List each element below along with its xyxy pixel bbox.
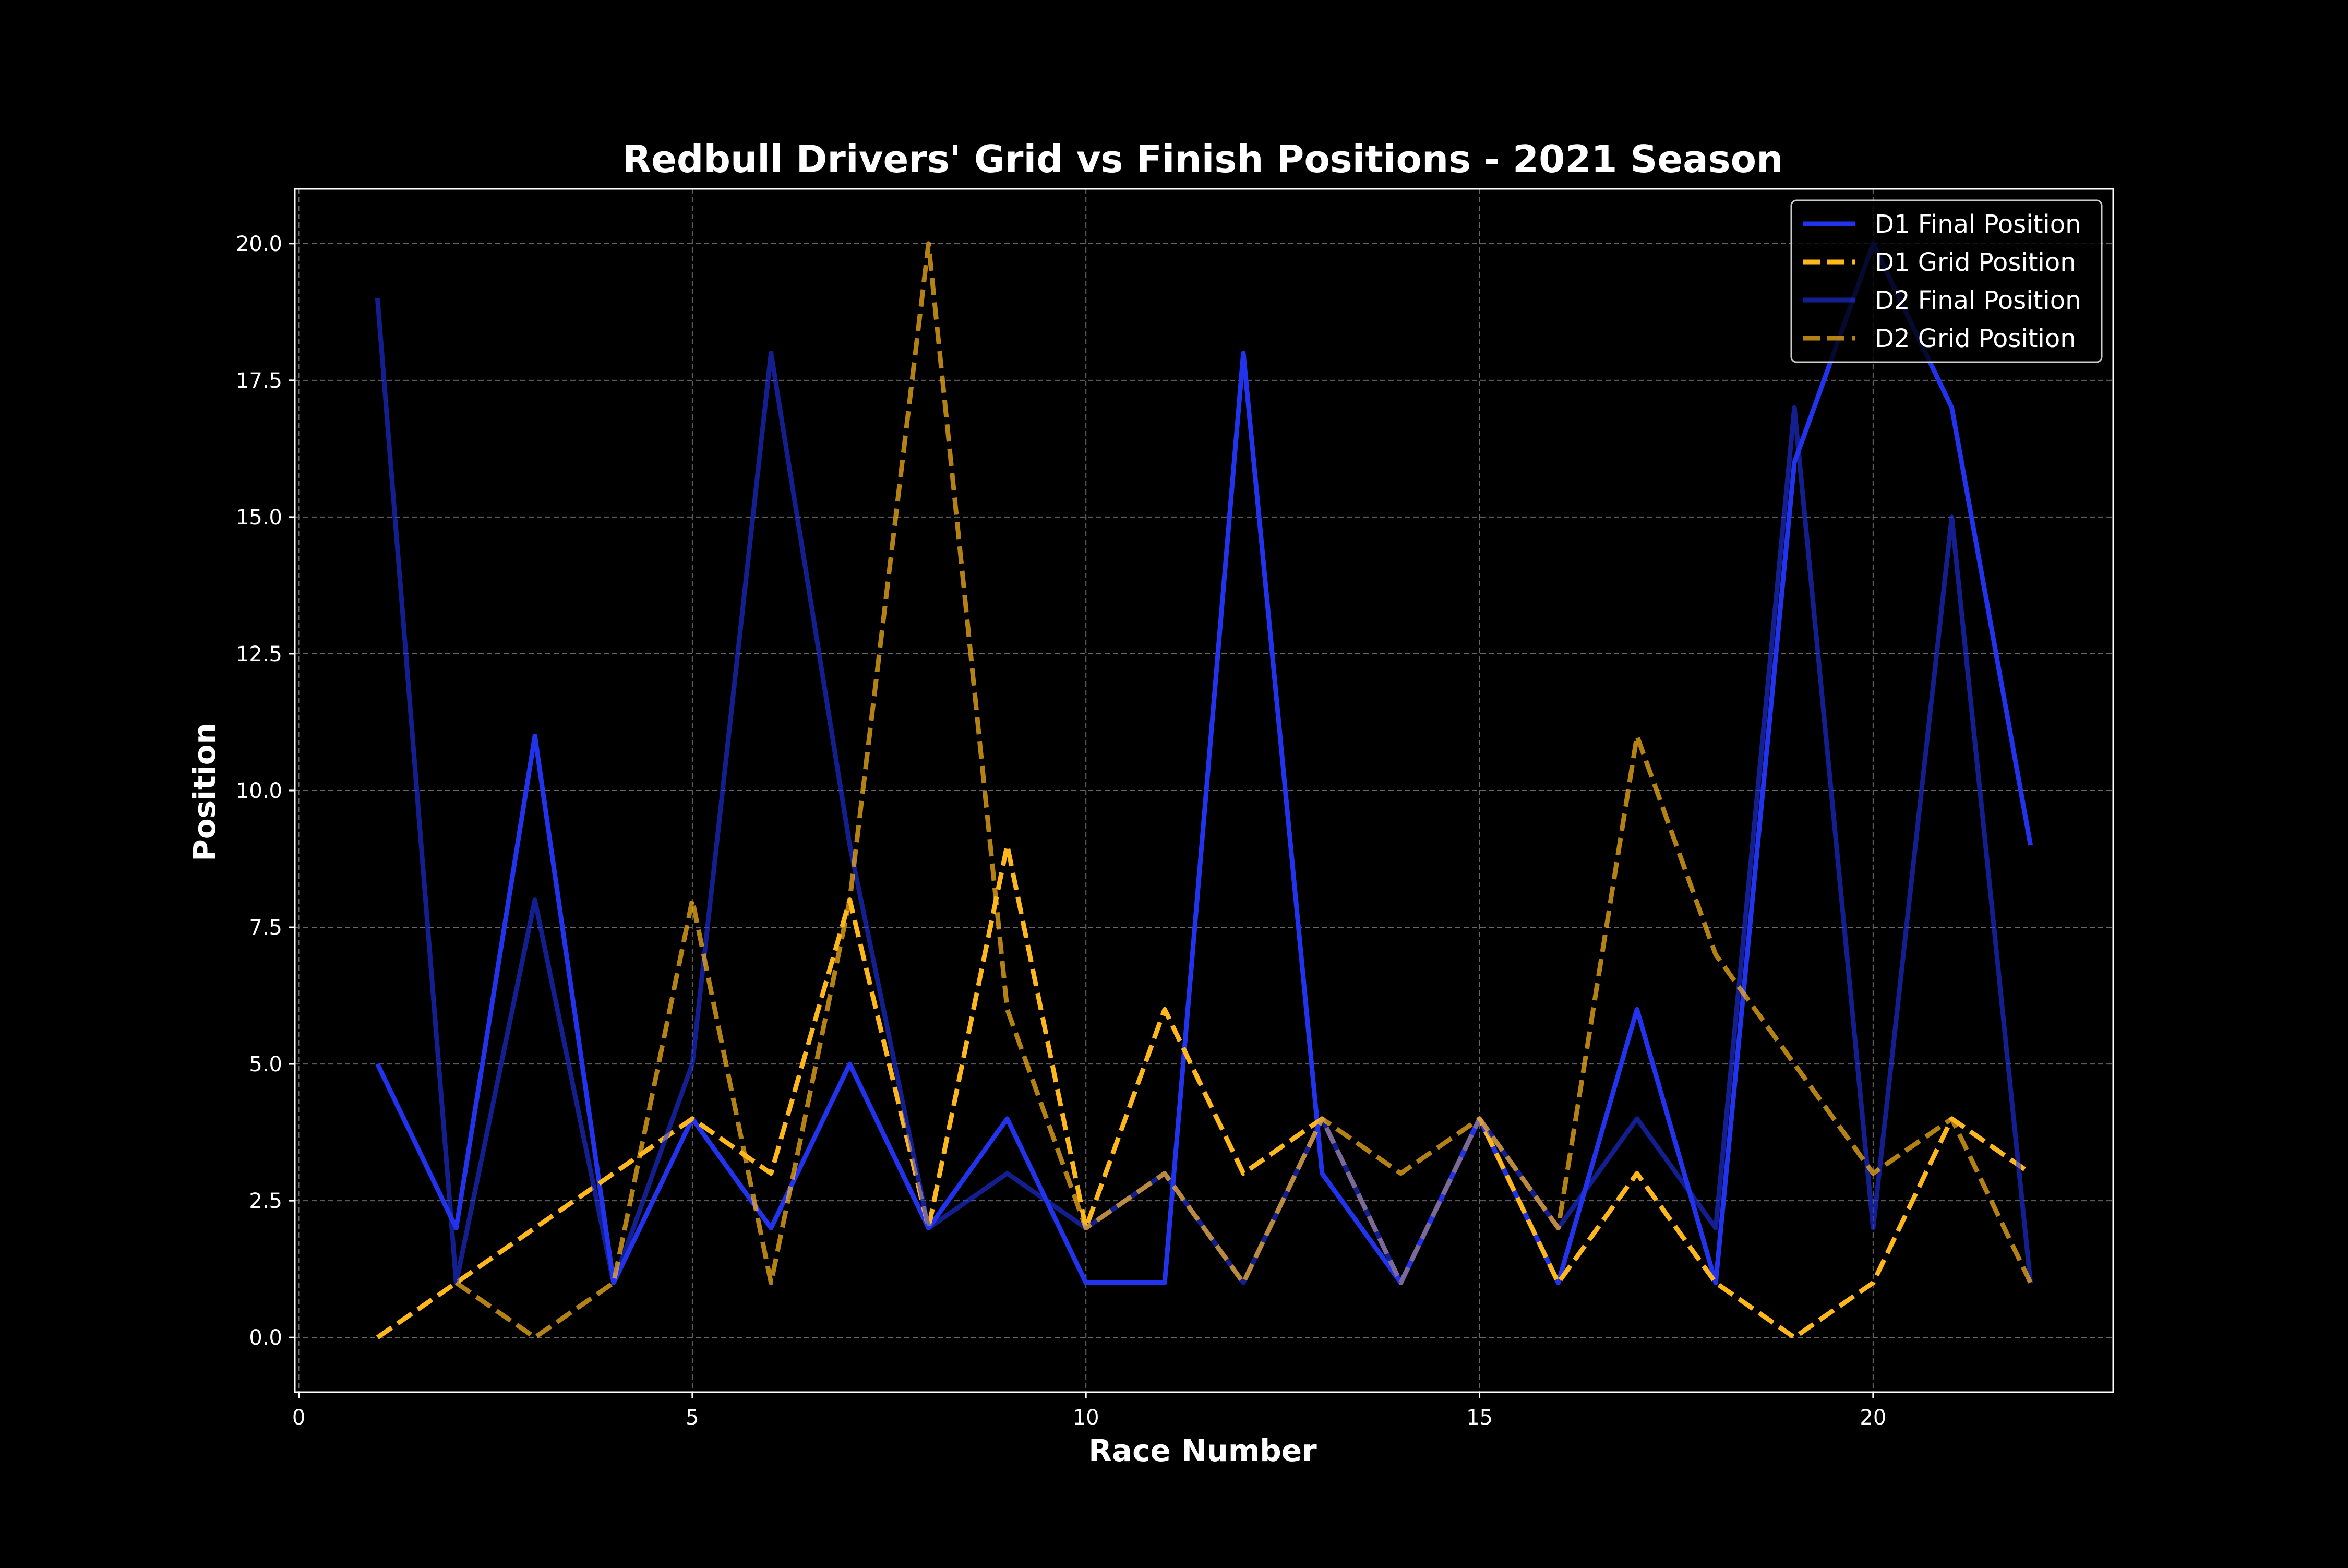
y-tick-label: 5.0: [249, 1052, 282, 1076]
grid-lines: [295, 189, 2113, 1392]
chart-title: Redbull Drivers' Grid vs Finish Position…: [622, 137, 1783, 181]
y-tick-label: 10.0: [236, 779, 282, 803]
legend-label: D1 Grid Position: [1875, 248, 2076, 277]
series-line-4: [454, 241, 2033, 1340]
x-tick-label: 10: [1073, 1406, 1099, 1430]
x-tick-label: 5: [686, 1406, 699, 1430]
y-tick-label: 7.5: [249, 916, 282, 940]
x-tick-label: 20: [1860, 1406, 1886, 1430]
legend-label: D2 Grid Position: [1875, 324, 2076, 353]
y-tick-label: 20.0: [236, 232, 282, 256]
x-tick-label: 0: [292, 1406, 305, 1430]
legend-label: D1 Final Position: [1875, 210, 2081, 239]
legend-box: [1790, 199, 2103, 363]
y-tick-label: 12.5: [236, 642, 282, 666]
y-tick-label: 17.5: [236, 369, 282, 393]
series-line-2: [376, 843, 2032, 1340]
legend-label: D2 Final Position: [1875, 286, 2081, 315]
x-axis-ticks: 0 5 10 15 20: [292, 1392, 1886, 1430]
y-axis-ticks: 0.0 2.5 5.0 7.5 10.0 12.5 15.0 17.5 20.0: [236, 232, 295, 1350]
y-axis-label: Position: [187, 723, 222, 861]
y-tick-label: 2.5: [249, 1189, 282, 1213]
legend: D1 Final Position D1 Grid Position D2 Fina…: [1790, 199, 2103, 363]
series-line-1: [375, 241, 2033, 1285]
series-lines: [375, 241, 2033, 1340]
x-tick-label: 15: [1466, 1406, 1493, 1430]
y-tick-label: 0.0: [249, 1326, 282, 1350]
x-axis-label: Race Number: [1088, 1433, 1317, 1468]
y-tick-label: 15.0: [236, 506, 282, 530]
